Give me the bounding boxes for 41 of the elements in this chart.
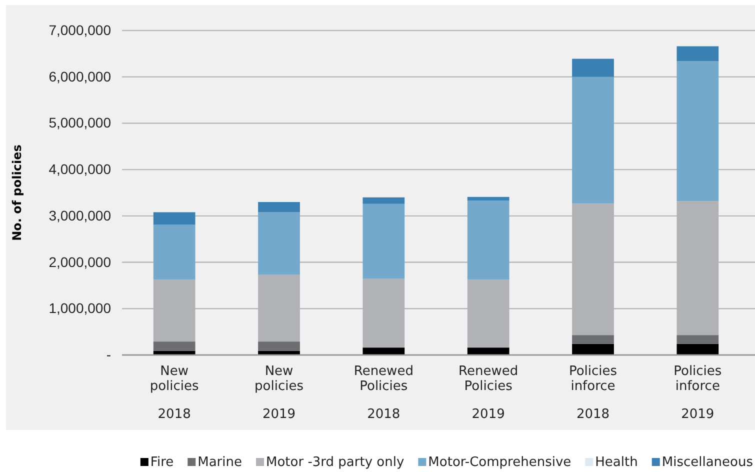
bar <box>362 204 405 279</box>
legend-label: Fire <box>150 455 174 470</box>
bar <box>676 335 719 344</box>
x-tick-label: Policies inforce 2019 <box>674 364 722 422</box>
bar <box>572 58 614 77</box>
y-tick-label: 7,000,000 <box>48 22 112 38</box>
legend-label: Health <box>595 455 638 470</box>
bar <box>362 197 405 204</box>
bar <box>572 76 614 204</box>
legend-label: Motor-Comprehensive <box>428 455 572 470</box>
y-axis-title: No. of policies <box>10 144 24 241</box>
x-tick-label: New policies 2018 <box>150 364 200 422</box>
legend-label: Marine <box>198 455 242 470</box>
legend-label: Miscellaneous <box>662 455 754 470</box>
y-tick-label: 4,000,000 <box>48 161 112 178</box>
x-tick-label: Policies inforce 2018 <box>568 364 618 422</box>
y-tick-label: 5,000,000 <box>48 114 112 131</box>
y-tick-label: - <box>106 346 112 362</box>
legend-label: Motor -3rd party only <box>266 455 404 470</box>
y-tick-label: 2,000,000 <box>48 254 112 270</box>
bar <box>467 348 510 355</box>
bar <box>153 212 196 225</box>
bar <box>572 335 614 344</box>
bar <box>362 348 405 355</box>
bar <box>258 342 300 351</box>
x-tick-label: Renewed Policies 2018 <box>354 364 414 422</box>
x-tick-label: Renewed Policies 2019 <box>458 364 518 422</box>
bar <box>676 61 719 202</box>
bar <box>676 46 719 62</box>
y-tick-label: 1,000,000 <box>48 300 112 316</box>
bar <box>467 200 510 280</box>
x-tick-label: New policies 2019 <box>254 364 304 422</box>
y-tick-label: 3,000,000 <box>48 207 112 224</box>
bar <box>467 196 510 201</box>
bar <box>153 342 196 351</box>
y-tick-label: 6,000,000 <box>48 68 112 84</box>
bar <box>676 344 719 355</box>
bar <box>153 224 196 280</box>
bar <box>572 344 614 355</box>
bar <box>258 202 300 212</box>
bar <box>258 212 300 275</box>
